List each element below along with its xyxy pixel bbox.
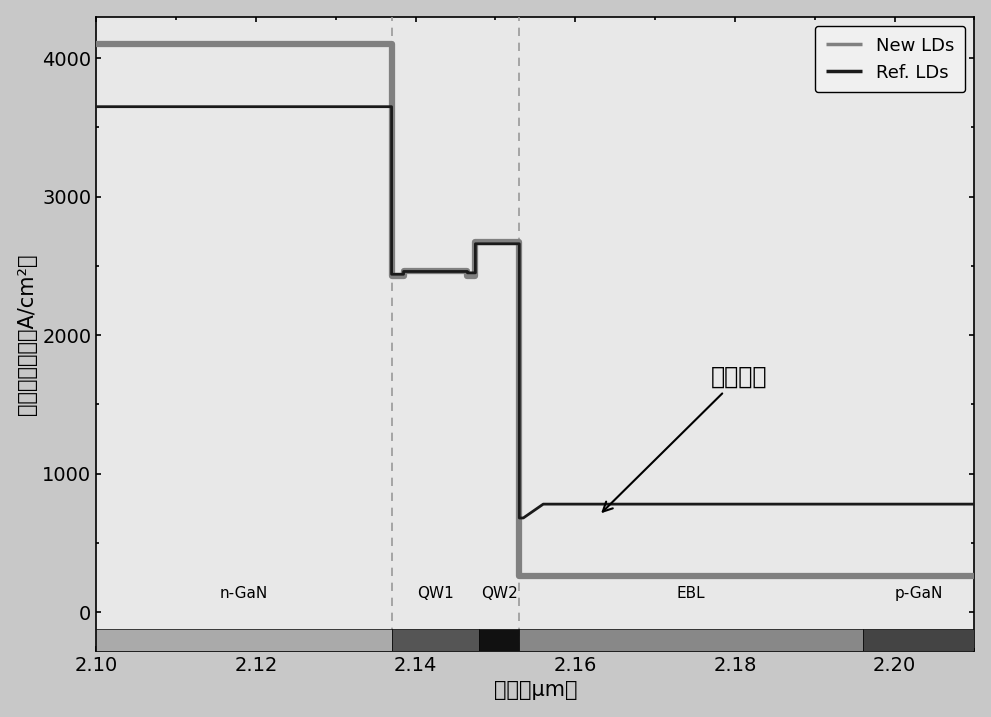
- Ref. LDs: [470, 239, 482, 248]
- Text: n-GaN: n-GaN: [220, 586, 268, 601]
- Legend: New LDs, Ref. LDs: New LDs, Ref. LDs: [815, 26, 965, 92]
- Ref. LDs: [462, 269, 474, 277]
- Bar: [862, 629, 974, 651]
- New LDs: [385, 271, 397, 280]
- Text: EBL: EBL: [677, 586, 706, 601]
- New LDs: [513, 238, 525, 247]
- Ref. LDs: [968, 500, 980, 508]
- Y-axis label: 电子电流密度（A/cm²）: 电子电流密度（A/cm²）: [17, 253, 37, 414]
- Line: New LDs: New LDs: [96, 44, 974, 576]
- New LDs: [462, 267, 474, 276]
- Line: Ref. LDs: Ref. LDs: [96, 107, 974, 518]
- New LDs: [470, 271, 482, 280]
- Bar: [480, 629, 519, 651]
- X-axis label: 位置（μm）: 位置（μm）: [494, 680, 577, 701]
- Text: p-GaN: p-GaN: [894, 586, 942, 601]
- Ref. LDs: [397, 270, 409, 278]
- Bar: [519, 629, 862, 651]
- Bar: [391, 629, 480, 651]
- New LDs: [397, 267, 409, 276]
- New LDs: [385, 40, 397, 49]
- Ref. LDs: [513, 239, 525, 248]
- Text: 电子泄露: 电子泄露: [603, 365, 767, 512]
- New LDs: [470, 238, 482, 247]
- New LDs: [537, 572, 549, 581]
- Ref. LDs: [462, 267, 474, 276]
- Ref. LDs: [397, 267, 409, 276]
- New LDs: [397, 271, 409, 280]
- New LDs: [513, 572, 525, 581]
- Ref. LDs: [385, 270, 397, 278]
- New LDs: [462, 271, 474, 280]
- Ref. LDs: [470, 269, 482, 277]
- Text: QW1: QW1: [417, 586, 454, 601]
- Ref. LDs: [90, 103, 102, 111]
- New LDs: [517, 572, 529, 581]
- New LDs: [968, 572, 980, 581]
- New LDs: [90, 40, 102, 49]
- Ref. LDs: [517, 513, 529, 522]
- Text: QW2: QW2: [481, 586, 517, 601]
- Ref. LDs: [537, 500, 549, 508]
- Ref. LDs: [385, 103, 397, 111]
- Ref. LDs: [513, 513, 525, 522]
- Bar: [96, 629, 391, 651]
